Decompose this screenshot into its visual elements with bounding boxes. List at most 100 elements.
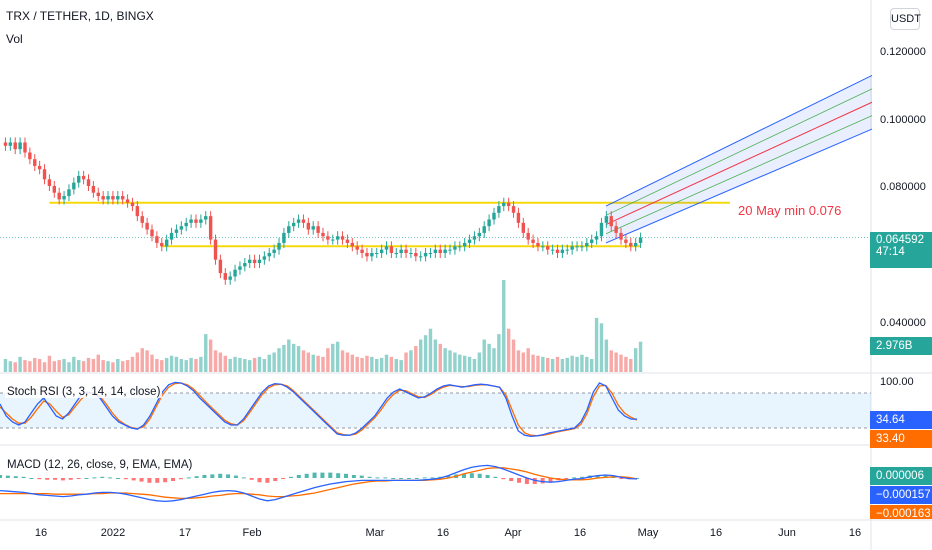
macd-histogram-bar [351, 475, 356, 478]
volume-bar [96, 354, 100, 372]
volume-bar [355, 356, 359, 372]
macd-histogram-bar [344, 473, 349, 478]
volume-bar [594, 317, 599, 372]
candle-body [531, 239, 535, 243]
macd-histogram-bar [572, 477, 577, 479]
volume-bar [164, 357, 169, 372]
macd-legend[interactable]: MACD (12, 26, close, 9, EMA, EMA) [5, 459, 195, 471]
channel-annotation[interactable]: 20 May min 0.076 [738, 203, 842, 218]
candle-body [77, 175, 81, 183]
macd-histogram-bar [296, 475, 301, 478]
macd-histogram-bar [218, 473, 223, 478]
candle-body [419, 256, 423, 258]
candle-body [72, 182, 76, 190]
volume-bar [575, 356, 579, 372]
last-price-value: 0.064592 [876, 234, 924, 246]
price-tick-0040: 0.040000 [880, 317, 926, 329]
candle-body [321, 232, 325, 237]
macd-histogram-bar [288, 476, 293, 478]
candle-body [462, 242, 467, 247]
volume-bar [218, 352, 223, 372]
candle-body [81, 175, 86, 180]
volume-bar [565, 357, 569, 372]
volume-bar [262, 359, 267, 372]
channel-inner-line [605, 115, 873, 235]
price-tick-0080: 0.080000 [880, 181, 926, 193]
candle-body [599, 222, 604, 237]
volume-bar [160, 360, 164, 372]
volume-bar [546, 357, 550, 372]
volume-bar [497, 334, 501, 372]
volume-bar [130, 356, 135, 372]
volume-bar [208, 339, 213, 372]
macd-histogram-bar [13, 476, 18, 478]
time-label: Feb [242, 527, 262, 539]
candle-body [189, 219, 193, 223]
candle-body [111, 196, 115, 200]
currency-button[interactable]: USDT [890, 8, 921, 30]
volume-bar [438, 343, 442, 372]
symbol-title[interactable]: TRX / TETHER, 1D, BINGX [6, 9, 154, 23]
macd-histogram-bar [383, 477, 388, 479]
channel-upper-line [605, 75, 873, 207]
candle-body [179, 226, 184, 230]
volume-bar [516, 350, 521, 372]
volume-bar [580, 354, 584, 372]
volume-bar [599, 323, 604, 372]
macd-histogram-bar [579, 476, 584, 478]
volume-bar [472, 359, 477, 372]
volume-bar [624, 356, 628, 372]
macd-signal-line [0, 467, 638, 500]
candle-body [62, 196, 66, 200]
candle-body [614, 226, 618, 233]
volume-bar [365, 355, 369, 372]
volume-bar [135, 352, 140, 372]
stoch-rsi-legend[interactable]: Stoch RSI (3, 3, 14, 14, close) [5, 386, 163, 398]
candle-body [3, 142, 8, 146]
volume-bar [37, 359, 42, 372]
macd-histogram-bar [312, 472, 317, 478]
volume-bar [213, 350, 218, 372]
volume-bar [199, 356, 203, 372]
macd-histogram-bar [147, 478, 152, 483]
volume-bar [155, 359, 159, 372]
volume-bar [589, 359, 594, 372]
volume-bar [140, 348, 144, 372]
macd-histogram-bar [485, 475, 490, 478]
volume-bar [189, 357, 193, 372]
candle-body [409, 253, 413, 254]
candle-body [223, 273, 227, 280]
time-label: 16 [709, 527, 723, 539]
volume-bar [399, 360, 403, 372]
candle-body [218, 259, 223, 274]
volume-bar [184, 360, 188, 372]
volume-bar [453, 352, 457, 372]
macd-histogram-bar [595, 475, 600, 478]
macd-histogram-bar [210, 474, 215, 478]
volume-bar [409, 350, 413, 372]
volume-bar [419, 339, 423, 372]
volume-bar [277, 348, 281, 372]
volume-bar [423, 335, 428, 372]
volume-bar [443, 348, 447, 372]
volume-bar [379, 357, 384, 372]
volume-bar [257, 356, 262, 372]
candle-body [238, 266, 242, 270]
time-label: 2022 [100, 527, 126, 539]
volume-bar [3, 359, 8, 372]
macd-histogram-bar [233, 475, 238, 478]
volume-bar [340, 350, 345, 372]
candle-body [267, 253, 271, 257]
candle-body [453, 246, 457, 250]
volume-bar [360, 357, 364, 372]
volume-bar [331, 343, 335, 372]
volume-bar [345, 352, 350, 372]
macd-histogram-bar [320, 472, 325, 478]
volume-bar [487, 343, 491, 372]
candle-body [345, 239, 350, 243]
candle-body [384, 246, 389, 250]
volume-indicator-label[interactable]: Vol [6, 32, 23, 46]
candle-body [609, 216, 613, 227]
volume-bar [477, 352, 482, 372]
